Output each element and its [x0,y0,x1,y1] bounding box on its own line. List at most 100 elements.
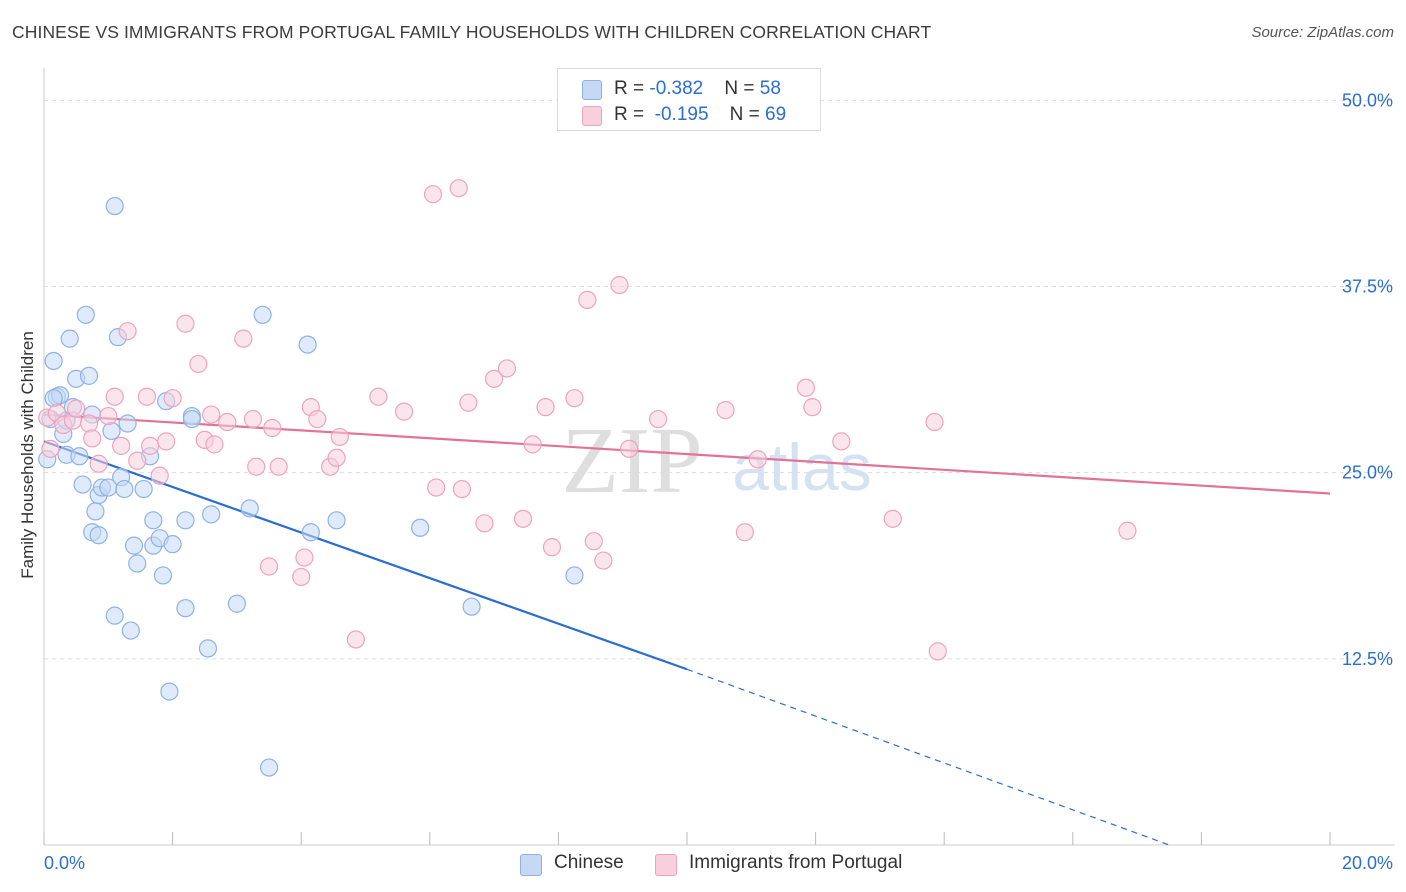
chart-title: CHINESE VS IMMIGRANTS FROM PORTUGAL FAMI… [12,22,932,42]
portugal-point [735,523,754,542]
portugal-point [112,436,131,455]
portugal-point [118,322,137,341]
portugal-point [41,439,60,458]
chinese-point [134,479,153,499]
portugal-point [218,412,237,432]
y-tick-label: 37.5% [1342,277,1393,297]
chinese-point [462,597,481,616]
chinese-point [259,758,279,777]
portugal-point [234,329,253,348]
portugal-point [346,630,365,649]
portugal-point [1118,521,1137,540]
chinese-point [70,447,89,466]
chinese-point [102,421,121,441]
portugal-point [99,406,118,426]
portugal-point [263,418,282,438]
portugal-point [578,290,597,310]
chinese-point [163,535,182,554]
r-value: -0.195 [654,104,709,125]
portugal-point [83,429,102,448]
chinese-point [227,594,246,613]
portugal-point [748,450,767,469]
chinese-point [202,505,221,524]
y-tick-label: 12.5% [1342,649,1393,669]
portugal-point [157,432,176,451]
chinese-point [176,511,195,530]
chinese-point [301,523,320,542]
series-legend: Chinese Immigrants from Portugal [0,852,1406,878]
chinese-trend-extension [686,668,1170,846]
chinese-point [253,305,272,324]
portugal-point [475,514,494,533]
legend-swatch-portugal [582,106,602,126]
chinese-point [118,414,137,433]
legend-swatch-chinese [520,854,542,876]
chinese-point [79,366,99,385]
chinese-point [115,479,134,499]
portugal-point [247,457,266,476]
chinese-point [105,196,124,216]
legend-swatch-portugal [655,854,677,876]
portugal-point [449,179,468,198]
portugal-point [189,354,208,374]
y-tick-label: 50.0% [1342,90,1393,110]
chinese-point [73,475,92,494]
portugal-point [327,448,346,467]
portugal-point [523,435,542,454]
portugal-point [105,387,124,406]
portugal-point [67,399,86,418]
portugal-point [925,412,944,432]
portugal-point [423,185,443,204]
legend-label-chinese: Chinese [554,852,624,873]
watermark: ZIP atlas [562,409,872,513]
portugal-point [330,427,349,447]
chinese-point [240,499,259,518]
source-label: Source: ZipAtlas.com [1251,24,1394,41]
portugal-point [536,398,555,417]
chinese-point [160,682,179,701]
portugal-point [140,436,160,455]
portugal-point [394,402,414,421]
portugal-point [150,466,169,485]
portugal-point [79,414,99,433]
portugal-point [176,314,195,333]
portugal-point [292,567,311,587]
portugal-point [883,509,902,528]
n-label: N = [729,104,766,125]
chinese-point [565,566,584,585]
portugal-point [565,389,584,408]
portugal-point [308,409,327,429]
portugal-point [137,387,156,406]
portugal-point [485,369,504,388]
portugal-point [716,401,735,420]
portugal-point [269,457,288,476]
y-axis-label: Family Households with Children [18,331,37,579]
portugal-point [128,451,147,470]
chinese-point [411,518,430,537]
portugal-point [542,538,562,557]
r-label: R = [614,78,650,99]
chinese-point [176,599,195,618]
portugal-trend-line [43,413,1331,495]
portugal-point [163,389,182,408]
tick-labels: 12.5% 25.0% 37.5% 50.0% 0.0% 20.0% [44,90,1393,873]
chinese-point [128,554,147,573]
n-label: N = [724,78,760,99]
chinese-point [105,606,124,625]
portugal-point [459,393,478,412]
portugal-point [497,359,517,378]
watermark-zip: ZIP [562,409,703,513]
chinese-point [182,409,201,429]
x-tick-label: 20.0% [1342,853,1393,873]
portugal-point [513,509,533,528]
chinese-point [153,566,173,585]
portugal-point [452,479,472,499]
portugal-point [620,439,639,458]
portugal-point [369,387,388,406]
portugal-point [803,398,822,417]
n-value: 58 [759,78,781,99]
portugal-point [594,551,613,570]
n-value: 69 [765,104,787,125]
portugal-point [243,409,263,429]
